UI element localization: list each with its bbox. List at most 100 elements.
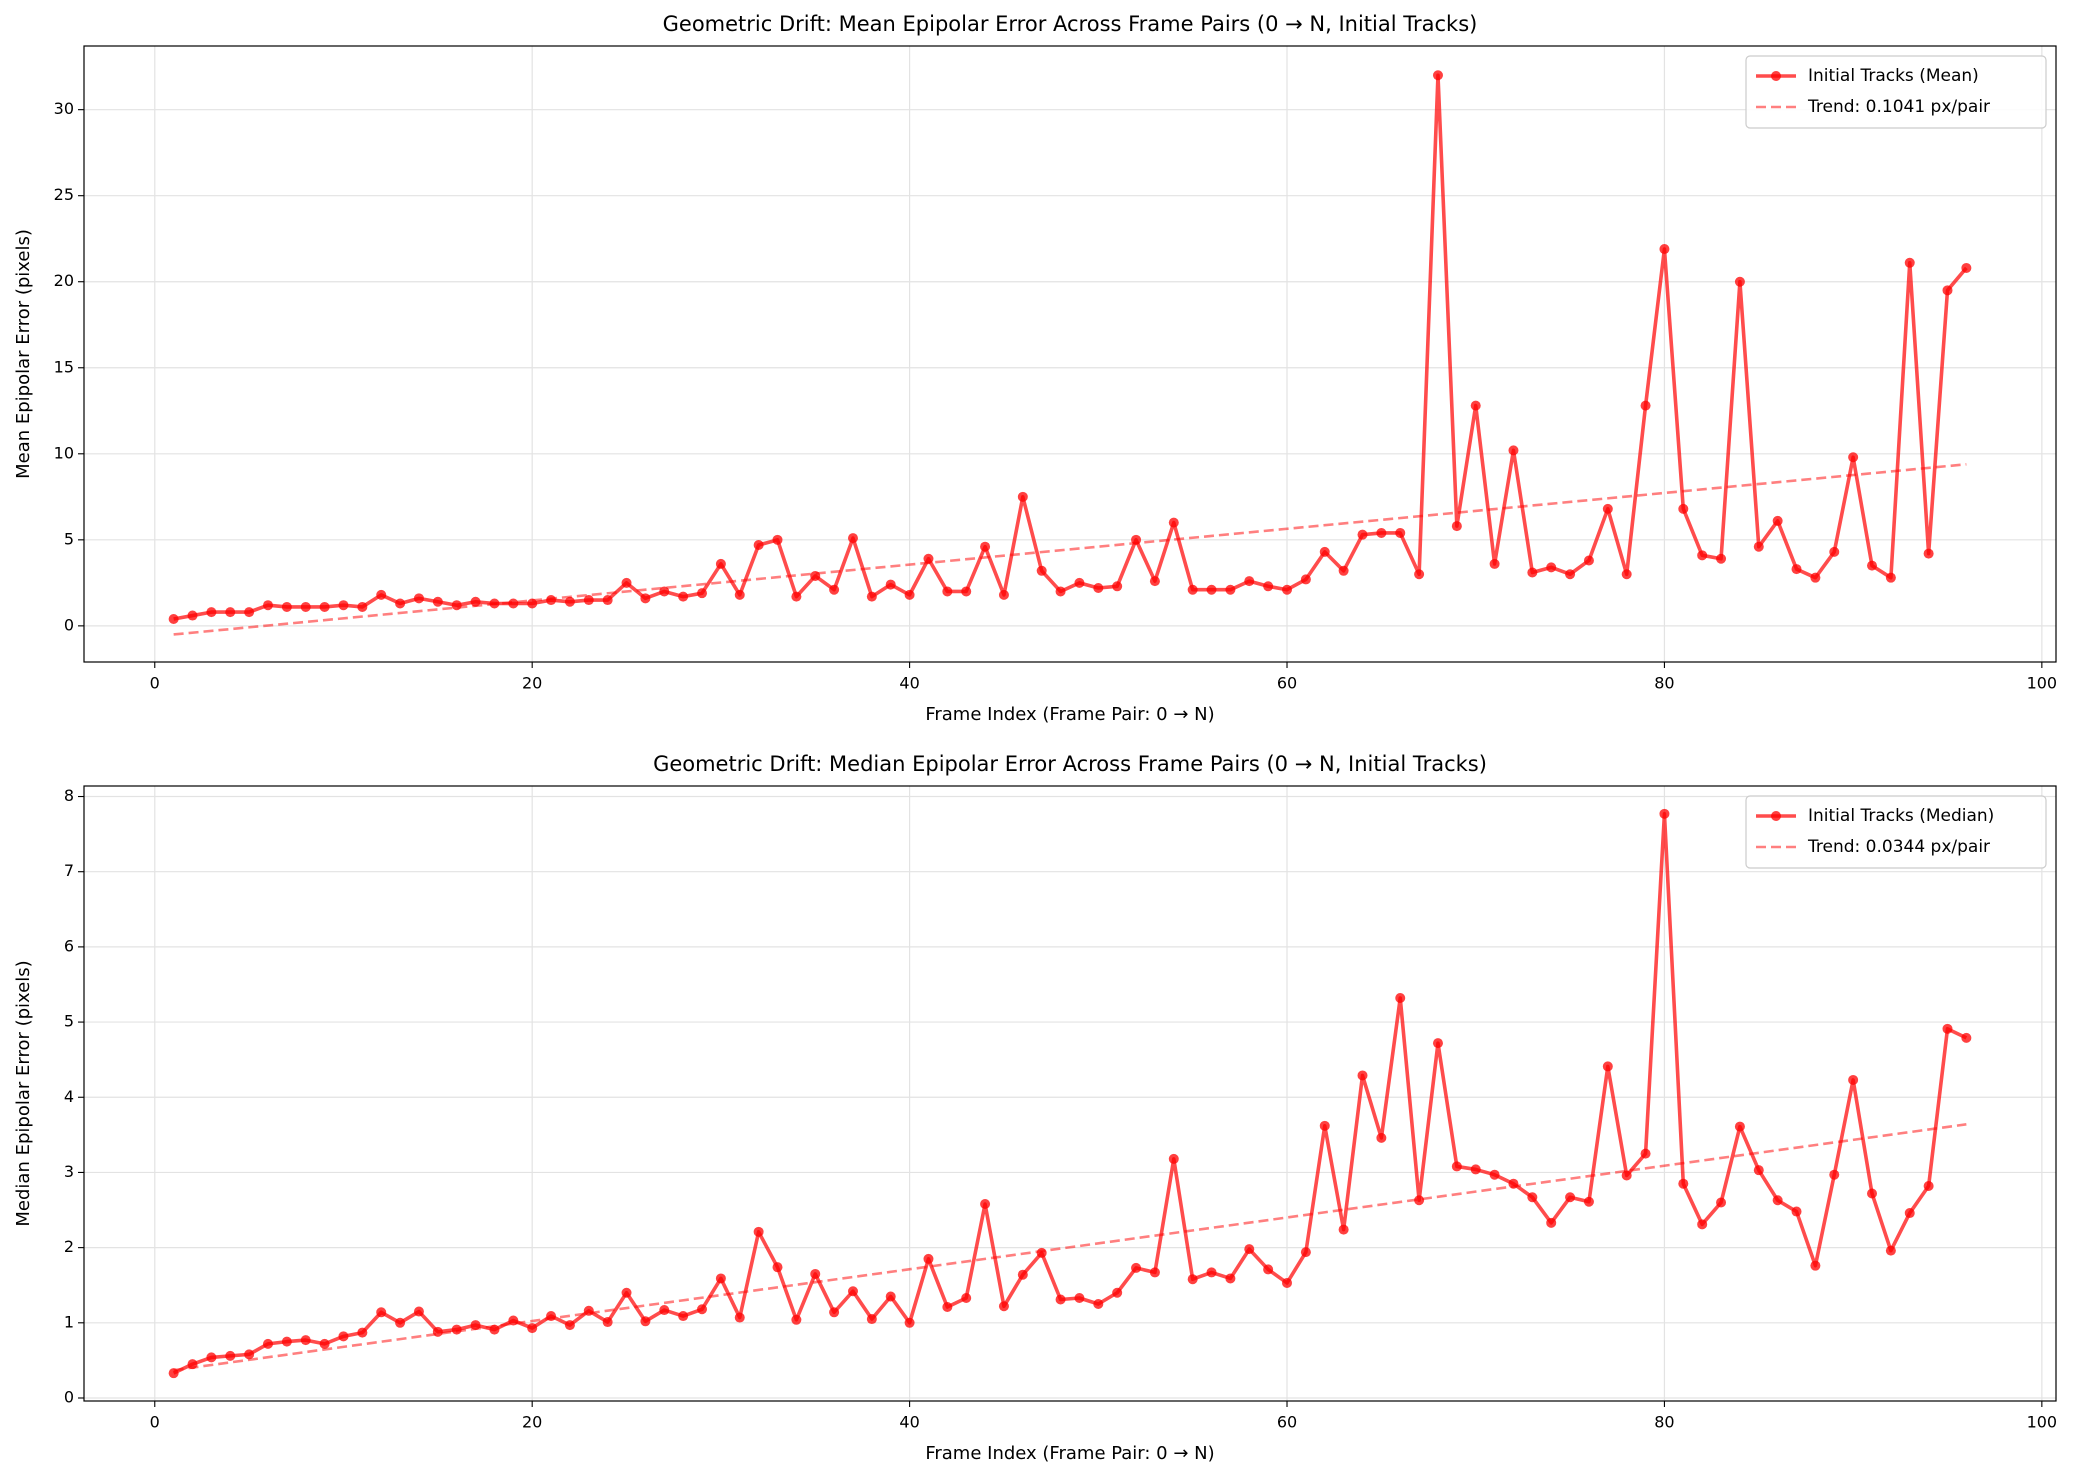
data-point	[1772, 1195, 1783, 1206]
data-point	[281, 601, 292, 612]
data-point	[678, 1311, 689, 1322]
data-point	[338, 1331, 349, 1342]
data-point	[885, 1291, 896, 1302]
data-point	[583, 595, 594, 606]
data-point	[451, 600, 462, 611]
data-point	[1565, 1192, 1576, 1203]
data-point	[1395, 993, 1406, 1004]
data-point	[1829, 1169, 1840, 1180]
y-tick-label: 5	[64, 1012, 74, 1031]
data-point	[1017, 491, 1028, 502]
data-point	[715, 1273, 726, 1284]
y-tick-label: 10	[54, 443, 74, 462]
trend-line	[173, 463, 1967, 636]
data-point	[1074, 1292, 1085, 1303]
data-point	[1546, 1217, 1557, 1228]
y-tick-label: 0	[64, 615, 74, 634]
data-point	[1225, 1273, 1236, 1284]
data-point	[1734, 276, 1745, 287]
data-point	[187, 610, 198, 621]
x-tick-label: 60	[1277, 1413, 1297, 1432]
data-point	[244, 607, 255, 618]
data-line	[173, 73, 1968, 621]
x-tick-label: 40	[899, 1413, 919, 1432]
data-point	[866, 1314, 877, 1325]
y-axis-label: Median Epipolar Error (pixels)	[13, 960, 34, 1226]
data-point	[1338, 1224, 1349, 1235]
data-point	[1621, 569, 1632, 580]
data-point	[1867, 1188, 1878, 1199]
data-point	[583, 1305, 594, 1316]
x-tick-label: 100	[2027, 1413, 2058, 1432]
data-point	[904, 589, 915, 600]
data-point	[697, 1304, 708, 1315]
legend-marker	[1771, 811, 1781, 821]
data-point	[829, 1307, 840, 1318]
data-point	[1508, 445, 1519, 456]
data-point	[1829, 546, 1840, 557]
data-point	[772, 534, 783, 545]
data-point	[508, 598, 519, 609]
data-point	[1621, 1170, 1632, 1181]
data-point	[904, 1317, 915, 1328]
data-point	[1451, 1161, 1462, 1172]
data-point	[1055, 1294, 1066, 1305]
data-point	[1527, 1192, 1538, 1203]
data-point	[640, 593, 651, 604]
data-point	[1225, 584, 1236, 595]
data-point	[1131, 1262, 1142, 1273]
data-point	[1376, 1132, 1387, 1143]
data-point	[961, 1292, 972, 1303]
data-point	[527, 1323, 538, 1334]
data-point	[1300, 574, 1311, 585]
y-tick-label: 8	[64, 786, 74, 805]
data-point	[395, 598, 406, 609]
data-point	[395, 1317, 406, 1328]
x-tick-label: 100	[2027, 674, 2058, 693]
data-point	[1527, 567, 1538, 578]
data-point	[1357, 1070, 1368, 1081]
data-point	[1168, 1153, 1179, 1164]
y-tick-label: 4	[64, 1087, 74, 1106]
data-point	[1414, 1195, 1425, 1206]
data-point	[621, 577, 632, 588]
data-point	[300, 601, 311, 612]
chart-title: Geometric Drift: Median Epipolar Error A…	[653, 752, 1487, 776]
data-point	[1074, 577, 1085, 588]
data-point	[168, 613, 179, 624]
data-point	[1697, 1219, 1708, 1230]
trend-line	[173, 1123, 1967, 1372]
y-tick-label: 3	[64, 1162, 74, 1181]
data-point	[602, 1317, 613, 1328]
data-point	[847, 1286, 858, 1297]
data-point	[1602, 1061, 1613, 1072]
data-point	[697, 588, 708, 599]
data-point	[432, 596, 443, 607]
data-point	[923, 553, 934, 564]
data-point	[640, 1316, 651, 1327]
data-point	[1319, 546, 1330, 557]
data-point	[1602, 503, 1613, 514]
y-tick-label: 25	[54, 185, 74, 204]
data-point	[1904, 1208, 1915, 1219]
data-point	[980, 1199, 991, 1210]
data-point	[225, 607, 236, 618]
data-point	[678, 591, 689, 602]
data-point	[602, 595, 613, 606]
data-point	[791, 1314, 802, 1325]
data-point	[942, 586, 953, 597]
data-point	[1036, 565, 1047, 576]
data-point	[357, 601, 368, 612]
x-tick-label: 60	[1277, 674, 1297, 693]
data-point	[772, 1262, 783, 1273]
data-point	[1753, 1165, 1764, 1176]
data-point	[1263, 1264, 1274, 1275]
data-point	[1300, 1247, 1311, 1258]
plot-frame	[83, 45, 2057, 663]
x-tick-label: 20	[522, 674, 542, 693]
data-point	[413, 1306, 424, 1317]
data-point	[1697, 550, 1708, 561]
data-point	[1244, 576, 1255, 587]
